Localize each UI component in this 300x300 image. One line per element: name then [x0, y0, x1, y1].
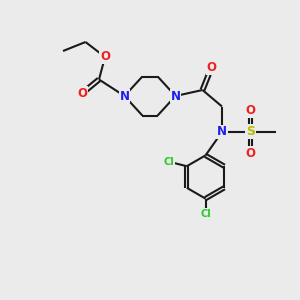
Text: O: O	[206, 61, 217, 74]
Text: S: S	[246, 125, 255, 139]
Text: Cl: Cl	[200, 208, 211, 219]
Text: O: O	[245, 147, 256, 160]
Text: N: N	[119, 89, 130, 103]
Text: O: O	[245, 104, 256, 117]
Text: Cl: Cl	[164, 157, 174, 167]
Text: O: O	[100, 50, 110, 64]
Text: O: O	[77, 86, 88, 100]
Text: N: N	[217, 125, 227, 139]
Text: N: N	[170, 89, 181, 103]
